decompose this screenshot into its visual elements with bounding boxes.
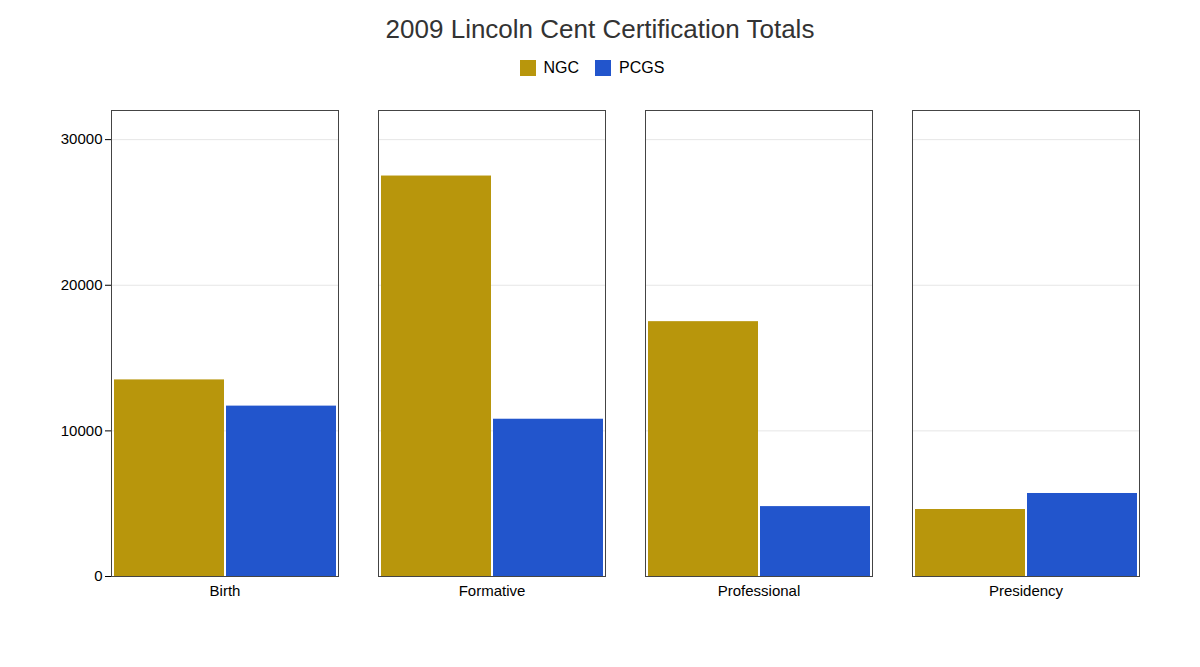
- svg-text:Birth: Birth: [210, 582, 241, 599]
- svg-text:Presidency: Presidency: [989, 582, 1064, 599]
- svg-text:30000: 30000: [61, 130, 103, 147]
- html-text:2009 Lincoln Cent Certificatio: 2009 Lincoln Cent Certification Totals: [385, 14, 815, 44]
- svg-text:Professional: Professional: [718, 582, 801, 599]
- svg-text:Formative: Formative: [459, 582, 526, 599]
- html-text:NGC: NGC: [543, 58, 580, 76]
- svg-text:20000: 20000: [61, 276, 103, 293]
- svg-text:10000: 10000: [61, 422, 103, 439]
- svg-text:0: 0: [94, 567, 102, 584]
- html-text:PCGS: PCGS: [619, 58, 665, 76]
